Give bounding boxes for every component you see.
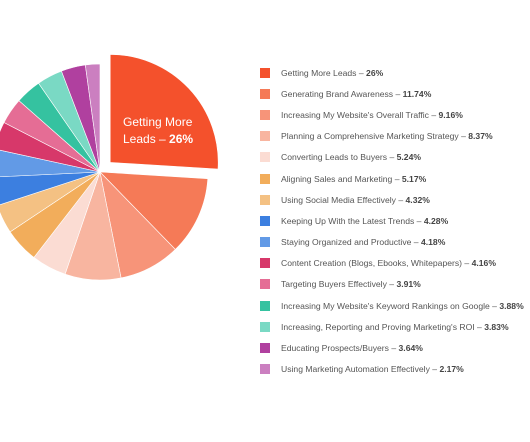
legend-value: 2.17% [439, 364, 464, 375]
pie-slice [0, 171, 101, 206]
callout-line1: Getting More [123, 115, 193, 129]
legend-value: 3.64% [398, 343, 423, 354]
legend-item: Using Marketing Automation Effectively –… [260, 359, 530, 380]
legend-label: Using Social Media Effectively [281, 194, 396, 205]
legend-item: Getting More Leads – 26% [260, 62, 530, 83]
legend-label: Increasing My Website's Keyword Rankings… [281, 300, 490, 311]
legend-separator: – [386, 279, 397, 290]
legend-label: Content Creation (Blogs, Ebooks, Whitepa… [281, 258, 463, 269]
legend-value: 9.16% [438, 109, 463, 120]
legend-item: Planning a Comprehensive Marketing Strat… [260, 126, 530, 147]
legend-value: 26% [366, 67, 384, 78]
legend-separator: – [489, 300, 500, 311]
legend-separator: – [458, 131, 469, 142]
legend-label: Keeping Up With the Latest Trends [281, 215, 415, 226]
legend-swatch [260, 194, 270, 205]
pie-chart-svg: Getting More Leads – 26% [0, 54, 219, 281]
legend-swatch [260, 258, 270, 269]
legend-item: Increasing My Website's Overall Traffic … [260, 104, 530, 125]
legend-item: Increasing, Reporting and Proving Market… [260, 316, 530, 337]
legend-label: Targeting Buyers Effectively [281, 279, 387, 290]
pie-slice [0, 149, 101, 178]
legend-value: 4.28% [423, 215, 449, 226]
legend-item: Targeting Buyers Effectively – 3.91% [260, 274, 530, 295]
pie-slice [0, 171, 101, 233]
legend-separator: – [387, 152, 397, 163]
legend-separator: – [429, 364, 440, 375]
pie-slice [109, 54, 219, 170]
legend-item: Using Social Media Effectively – 4.32% [260, 189, 530, 210]
legend-separator: – [474, 321, 485, 332]
legend-value: 11.74% [402, 88, 432, 99]
legend-separator: – [395, 194, 406, 205]
legend-separator: – [356, 67, 367, 78]
legend-swatch [260, 88, 270, 99]
legend-value: 5.17% [401, 173, 427, 184]
legend-swatch [260, 300, 270, 311]
legend-separator: – [411, 237, 421, 248]
legend-label: Increasing, Reporting and Proving Market… [281, 321, 475, 332]
pie-slices [0, 54, 219, 281]
legend-separator: – [392, 173, 402, 184]
legend-label: Getting More Leads [281, 67, 357, 78]
legend-separator: – [393, 88, 403, 99]
legend-swatch [260, 173, 270, 184]
legend-value: 4.18% [420, 237, 446, 248]
legend-swatch [260, 67, 270, 78]
legend-label: Aligning Sales and Marketing [281, 173, 393, 184]
legend-swatch [260, 343, 270, 354]
legend-swatch [260, 237, 270, 248]
pie-slice [84, 63, 101, 173]
legend-value: 5.24% [396, 152, 421, 163]
legend-swatch [260, 215, 270, 226]
legend-item: Aligning Sales and Marketing – 5.17% [260, 168, 530, 189]
legend-value: 3.83% [484, 321, 509, 332]
legend-item: Keeping Up With the Latest Trends – 4.28… [260, 210, 530, 231]
legend-swatch [260, 321, 270, 332]
legend-swatch [260, 152, 270, 163]
pie-slice [99, 171, 209, 250]
legend-item: Increasing My Website's Keyword Rankings… [260, 295, 530, 316]
legend-separator: – [388, 343, 399, 354]
legend-swatch [260, 109, 270, 120]
legend-separator: – [414, 215, 424, 226]
legend-item: Converting Leads to Buyers – 5.24% [260, 147, 530, 168]
legend-value: 8.37% [468, 131, 493, 142]
callout-value: 26% [169, 132, 193, 146]
legend-swatch [260, 364, 270, 375]
legend-value: 4.16% [471, 258, 496, 269]
chart-legend: Getting More Leads – 26% Generating Brand… [260, 62, 530, 380]
legend-separator: – [462, 258, 472, 269]
legend-label: Planning a Comprehensive Marketing Strat… [281, 131, 459, 142]
legend-label: Converting Leads to Buyers [281, 152, 388, 163]
legend-separator: – [428, 109, 439, 120]
legend-label: Staying Organized and Productive [281, 237, 412, 248]
legend-value: 3.88% [499, 300, 524, 311]
callout-line2-label: Leads – [123, 132, 169, 146]
legend-value: 4.32% [405, 194, 430, 205]
callout-line2: Leads – 26% [123, 132, 193, 146]
legend-swatch [260, 131, 270, 142]
legend-item: Staying Organized and Productive – 4.18% [260, 232, 530, 253]
legend-item: Educating Prospects/Buyers – 3.64% [260, 337, 530, 358]
legend-label: Generating Brand Awareness [281, 88, 394, 99]
legend-swatch [260, 279, 270, 290]
legend-label: Educating Prospects/Buyers [281, 343, 389, 354]
legend-label: Increasing My Website's Overall Traffic [281, 109, 429, 120]
legend-item: Generating Brand Awareness – 11.74% [260, 83, 530, 104]
legend-label: Using Marketing Automation Effectively [281, 364, 430, 375]
legend-value: 3.91% [396, 279, 421, 290]
legend-item: Content Creation (Blogs, Ebooks, Whitepa… [260, 253, 530, 274]
